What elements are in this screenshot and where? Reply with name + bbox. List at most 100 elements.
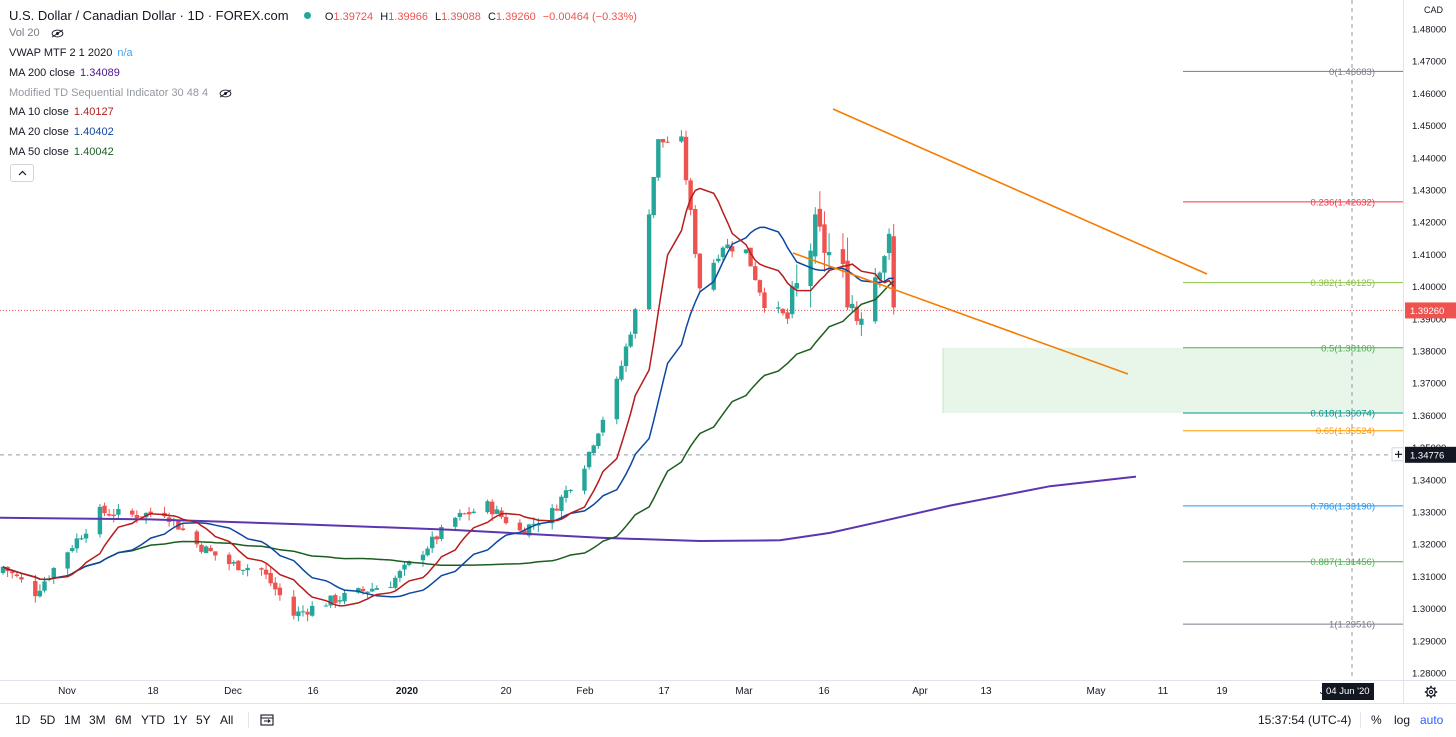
clock-display[interactable]: 15:37:54 (UTC-4) [1258,713,1352,727]
candle-body [203,546,209,554]
timeframe-6m[interactable]: 6M [115,713,132,727]
chevron-up-icon [18,170,26,176]
chart-header: U.S. Dollar / Canadian Dollar · 1D · FOR… [9,8,637,23]
candle-body [785,312,790,319]
candle-body [420,554,426,561]
channel-upper-line [832,108,1208,275]
candle-body [374,588,380,590]
candle-body [388,587,393,589]
price-tick: 1.36000 [1412,411,1446,422]
timeframe-5y[interactable]: 5Y [196,713,211,727]
candle-body [720,247,726,258]
candle-body [780,308,786,314]
collapse-legend-button[interactable] [10,164,34,182]
price-tick: 1.31000 [1412,572,1446,583]
low-value: 1.39088 [441,11,481,23]
indicator-vol[interactable]: Vol 20 [9,27,64,39]
candle-body [97,506,103,535]
candle-body [679,136,684,142]
candle-body [268,572,273,584]
timeframe-all[interactable]: All [220,713,234,727]
candle-body [619,365,624,380]
timeframe-5d[interactable]: 5D [40,713,56,727]
candle-body [457,512,463,517]
candle-body [106,514,112,516]
candle-body [102,505,107,514]
price-chart[interactable]: 0(1.46683)0.236(1.42632)0.382(1.40125)0.… [0,0,1403,680]
crosshair-price-label: 1.34776 [1410,450,1444,461]
eye-hidden-icon[interactable] [219,89,232,98]
time-tick: 16 [818,686,830,697]
candle-body [37,590,43,597]
chart-settings-button[interactable] [1403,680,1456,703]
candle-body [42,581,47,591]
candle-body [614,378,619,420]
price-tick: 1.34000 [1412,475,1446,486]
calendar-range-icon[interactable] [260,713,275,727]
candle-body [794,283,799,289]
candle-body [789,286,795,315]
fib-level-label: 0.382(1.40125) [1311,278,1375,289]
indicator-ma10[interactable]: MA 10 close 1.40127 [9,106,114,118]
crosshair-date-label: 04 Jun '20 [1322,683,1374,700]
candle-body [402,564,407,570]
indicator-vwap[interactable]: VWAP MTF 2 1 2020 n/a [9,47,133,59]
fib-level-label: 0.5(1.38100) [1321,343,1375,354]
timeframe-ytd[interactable]: YTD [141,713,165,727]
indicator-ma50[interactable]: MA 50 close 1.40042 [9,146,114,158]
candle-body [83,533,89,539]
log-scale-toggle[interactable]: log [1394,713,1411,727]
percent-scale-toggle[interactable]: % [1371,713,1382,727]
eye-hidden-icon[interactable] [51,29,64,38]
candle-body [882,256,887,273]
ma20-line [2,226,894,598]
auto-scale-toggle[interactable]: auto [1420,713,1444,727]
close-value: 1.39260 [495,11,536,23]
candle-body [180,528,186,530]
symbol-title[interactable]: U.S. Dollar / Canadian Dollar · 1D · FOR… [9,8,289,23]
indicator-name: MA 50 close [9,146,69,158]
time-tick: 19 [1216,686,1228,697]
candle-body [370,588,375,592]
indicator-ma200[interactable]: MA 200 close 1.34089 [9,67,120,79]
price-axis[interactable]: 1.48000 1.47000 1.46000 1.45000 1.44000 1.430… [1403,0,1456,680]
time-axis[interactable]: Nov18Dec16202020Feb17Mar16Apr13May1119Ju… [0,680,1403,703]
candle-body [656,139,661,178]
price-tick: 1.47000 [1412,57,1446,68]
indicator-name: MA 20 close [9,126,69,138]
indicator-td-sequential[interactable]: Modified TD Sequential Indicator 30 48 4 [9,87,232,99]
price-tick: 1.39000 [1412,314,1446,325]
last-price-label: 1.39260 [1410,306,1444,317]
candle-body [310,605,315,616]
timeframe-1m[interactable]: 1M [64,713,81,727]
candle-body [711,262,716,290]
candle-body [291,596,296,616]
candle-body [305,611,310,615]
candle-body [259,568,264,570]
candle-body [586,451,592,468]
candle-body [628,334,633,347]
candle-body [748,247,753,267]
timeframe-3m[interactable]: 3M [89,713,106,727]
separator [1360,712,1361,728]
indicator-ma20[interactable]: MA 20 close 1.40402 [9,126,114,138]
price-tick: 1.28000 [1412,669,1446,680]
indicator-value: 1.40127 [73,106,114,118]
candle-body [753,266,758,281]
candle-body [886,233,892,254]
candle-body [600,419,606,433]
candle-body [51,568,56,579]
candle-body [194,531,200,545]
candle-body [633,309,638,334]
candle-body [651,176,656,216]
currency-label: CAD [1424,5,1444,15]
candle-body [776,307,781,309]
timeframe-1y[interactable]: 1Y [173,713,188,727]
candle-body [130,510,135,515]
timeframe-1d[interactable]: 1D [15,713,31,727]
ma10-line [2,187,895,607]
chart-pane[interactable]: 0(1.46683) 0.236(1.42632) 0.382(1.40125) 0.… [0,0,1403,680]
candle-body [365,591,370,593]
candle-body [273,582,278,590]
indicator-value: n/a [117,47,133,59]
